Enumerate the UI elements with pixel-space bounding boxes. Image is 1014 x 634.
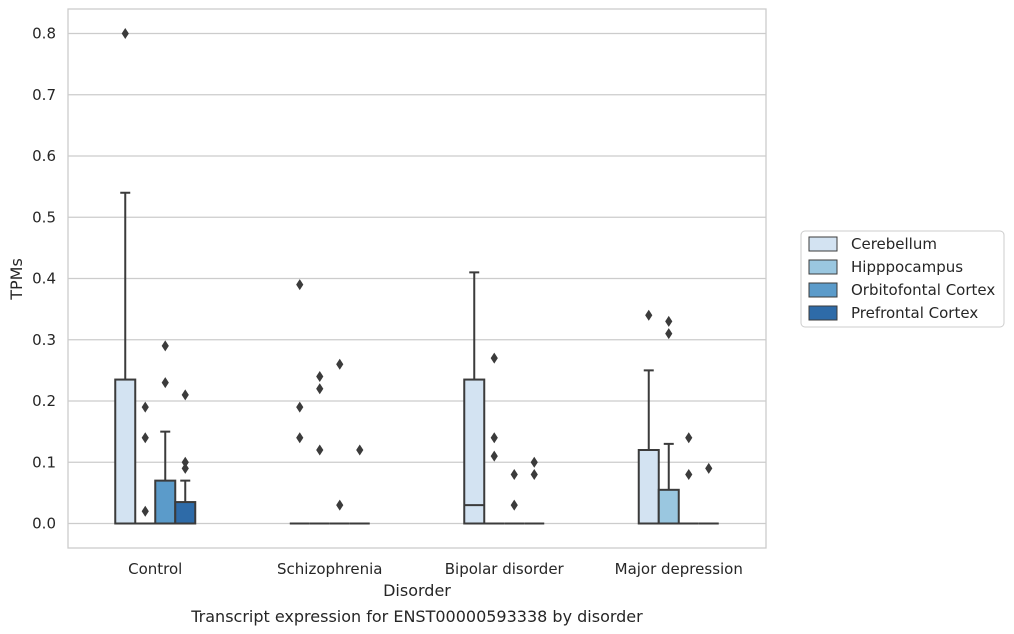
y-tick-label: 0.1 xyxy=(32,453,56,471)
x-axis-ticks: Control Schizophrenia Bipolar disorder Majo… xyxy=(128,560,743,578)
legend-label: Orbitofontal Cortex xyxy=(851,281,995,299)
legend-swatch xyxy=(808,305,838,321)
box xyxy=(349,444,370,525)
legend: Cerebellum Hipppocampus Orbitofontal Corte… xyxy=(800,230,1005,328)
outlier-point xyxy=(296,401,304,413)
box-body xyxy=(463,378,486,525)
legend-label: Prefrontal Cortex xyxy=(851,304,978,322)
box xyxy=(637,309,660,525)
legend-swatch xyxy=(808,282,838,298)
series-cerebellum xyxy=(114,28,660,525)
outlier-point xyxy=(530,469,538,480)
box-body xyxy=(657,488,680,525)
x-tick-label: Control xyxy=(128,560,182,578)
outlier-point xyxy=(685,432,693,444)
box xyxy=(289,279,310,525)
legend-label: Hipppocampus xyxy=(851,258,963,276)
outlier-point xyxy=(161,340,169,352)
outlier-point xyxy=(490,450,498,462)
outlier-point xyxy=(356,444,364,456)
box-series xyxy=(114,28,719,525)
series-prefrontal-cortex xyxy=(174,389,719,525)
box-body xyxy=(114,378,137,525)
outlier-point xyxy=(141,505,149,517)
outlier-point xyxy=(336,358,344,370)
box xyxy=(174,389,197,525)
outlier-point xyxy=(181,462,189,474)
outlier-point xyxy=(645,309,653,321)
y-tick-label: 0.8 xyxy=(32,25,56,43)
gridlines xyxy=(68,32,766,525)
outlier-point xyxy=(141,401,149,413)
x-tick-label: Schizophrenia xyxy=(277,560,382,578)
outlier-point xyxy=(490,432,498,444)
x-axis-label: Disorder xyxy=(383,581,451,600)
box-body xyxy=(174,501,197,525)
outlier-point xyxy=(316,444,324,456)
box xyxy=(309,371,330,525)
box xyxy=(329,358,350,525)
outlier-point xyxy=(316,371,324,382)
plot-frame xyxy=(67,8,767,549)
outlier-point xyxy=(490,352,498,364)
y-tick-label: 0.2 xyxy=(32,392,56,410)
outlier-point xyxy=(510,469,518,480)
outlier-point xyxy=(665,328,673,340)
outlier-point xyxy=(161,377,169,389)
box xyxy=(484,352,505,525)
outlier-point xyxy=(181,389,189,401)
box xyxy=(698,462,719,525)
outlier-point xyxy=(181,456,189,468)
outlier-point xyxy=(685,469,693,480)
outlier-point xyxy=(336,499,344,511)
y-tick-label: 0.5 xyxy=(32,208,56,226)
box xyxy=(463,271,486,525)
box xyxy=(154,340,177,525)
y-tick-label: 0.7 xyxy=(32,86,56,104)
outlier-point xyxy=(316,383,324,395)
outlier-point xyxy=(296,432,304,444)
box xyxy=(135,401,156,525)
series-orbitofontal-cortex xyxy=(154,340,699,525)
outlier-point xyxy=(510,499,518,511)
box xyxy=(678,432,699,525)
y-tick-label: 0.6 xyxy=(32,147,56,165)
box xyxy=(524,456,545,525)
legend-swatch xyxy=(808,259,838,275)
x-tick-label: Major depression xyxy=(615,560,743,578)
box-body xyxy=(637,449,660,525)
y-tick-label: 0.3 xyxy=(32,331,56,349)
chart-caption: Transcript expression for ENST0000059333… xyxy=(190,607,643,626)
x-tick-label: Bipolar disorder xyxy=(445,560,565,578)
outlier-point xyxy=(121,28,129,39)
y-tick-label: 0.0 xyxy=(32,515,56,533)
outlier-point xyxy=(296,279,304,291)
series-hipppocampus xyxy=(135,315,680,525)
y-axis-ticks: 0.0 0.1 0.2 0.3 0.4 0.5 0.6 0.7 0.8 xyxy=(32,25,56,533)
y-tick-label: 0.4 xyxy=(32,270,56,288)
outlier-point xyxy=(141,432,149,444)
y-axis-label: TPMs xyxy=(7,258,26,301)
legend-swatch xyxy=(808,236,838,252)
box xyxy=(657,315,680,525)
outlier-point xyxy=(705,462,713,474)
outlier-point xyxy=(665,315,673,327)
legend-label: Cerebellum xyxy=(851,235,937,253)
box xyxy=(504,469,525,525)
box-body xyxy=(154,479,177,525)
outlier-point xyxy=(530,456,538,468)
legend-frame xyxy=(800,230,1005,328)
box xyxy=(114,28,137,525)
